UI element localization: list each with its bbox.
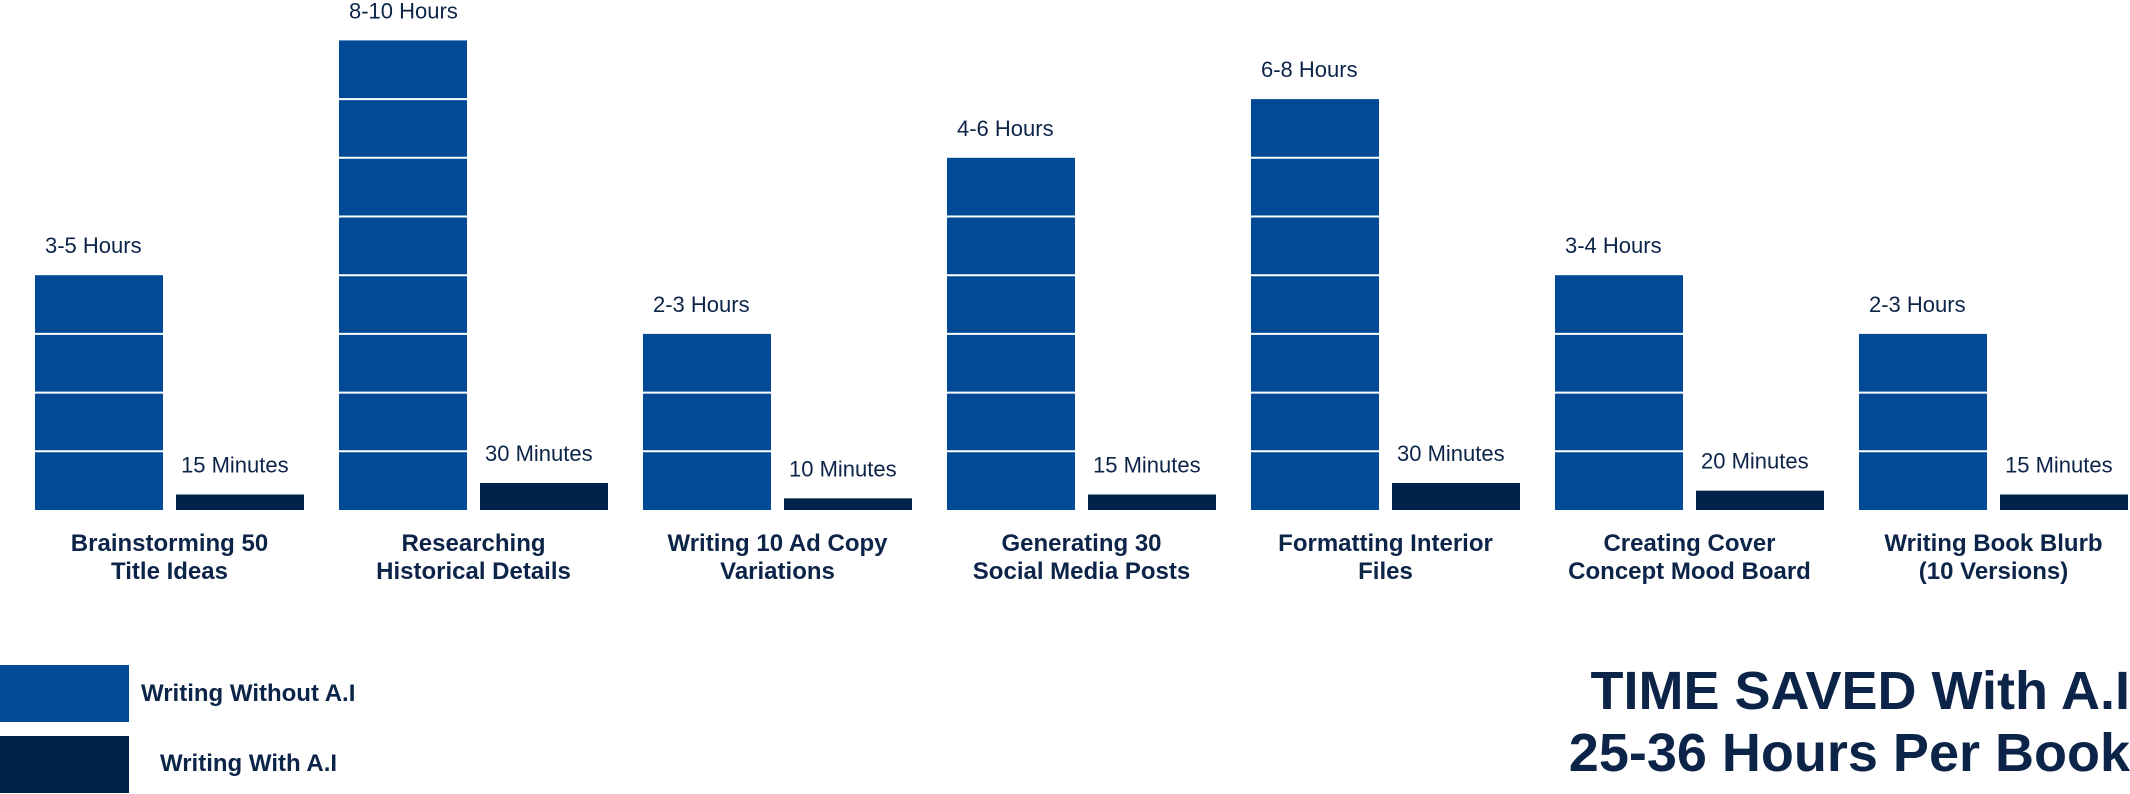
label-without-ai: 3-4 Hours <box>1565 233 1662 258</box>
bar-with-ai <box>176 494 304 510</box>
label-without-ai: 2-3 Hours <box>1869 292 1966 317</box>
legend-swatch-without-ai <box>0 665 129 722</box>
category-label: Writing Book Blurb <box>1884 530 2102 557</box>
summary-title: TIME SAVED With A.I <box>1590 661 2130 721</box>
category-label: Files <box>1358 558 1413 585</box>
label-without-ai: 2-3 Hours <box>653 292 750 317</box>
bar-with-ai <box>1696 490 1824 510</box>
category-label: Variations <box>720 558 835 585</box>
label-with-ai: 15 Minutes <box>2005 453 2113 478</box>
label-with-ai: 15 Minutes <box>181 453 289 478</box>
bar-without-ai <box>1859 333 1987 510</box>
label-with-ai: 20 Minutes <box>1701 449 1809 474</box>
label-without-ai: 8-10 Hours <box>349 0 458 23</box>
category-label: Historical Details <box>376 558 571 585</box>
bar-with-ai <box>1088 494 1216 510</box>
label-without-ai: 6-8 Hours <box>1261 57 1358 82</box>
label-with-ai: 10 Minutes <box>789 456 897 481</box>
legend-swatch-with-ai <box>0 736 129 793</box>
label-without-ai: 4-6 Hours <box>957 116 1054 141</box>
bar-without-ai <box>1251 99 1379 510</box>
category-label: Creating Cover <box>1603 530 1775 557</box>
time-saved-bar-chart: 3-5 Hours 15 Minutes Brainstorming 50Title… <box>35 0 2128 585</box>
category-label: (10 Versions) <box>1919 558 2068 585</box>
bar-with-ai <box>480 483 608 510</box>
summary-subtitle: 25-36 Hours Per Book <box>1568 723 2130 783</box>
bar-without-ai <box>643 333 771 510</box>
label-with-ai: 15 Minutes <box>1093 453 1201 478</box>
category-label: Formatting Interior <box>1278 530 1493 557</box>
category-label: Writing 10 Ad Copy <box>667 530 888 557</box>
bar-with-ai <box>784 498 912 510</box>
time-saved-summary: TIME SAVED With A.I 25-36 Hours Per Book <box>1569 660 2130 784</box>
label-without-ai: 3-5 Hours <box>45 233 142 258</box>
legend-label-with-ai: Writing With A.I <box>160 750 338 777</box>
label-with-ai: 30 Minutes <box>1397 441 1505 466</box>
category-label: Title Ideas <box>111 558 228 585</box>
category-label: Social Media Posts <box>973 558 1190 585</box>
label-with-ai: 30 Minutes <box>485 441 593 466</box>
category-label: Generating 30 <box>1001 530 1161 557</box>
legend-label-without-ai: Writing Without A.I <box>141 680 356 707</box>
category-label: Concept Mood Board <box>1568 558 1811 585</box>
bar-with-ai <box>1392 483 1520 510</box>
bar-with-ai <box>2000 494 2128 510</box>
category-label: Brainstorming 50 <box>71 530 268 557</box>
category-label: Researching <box>401 530 545 557</box>
